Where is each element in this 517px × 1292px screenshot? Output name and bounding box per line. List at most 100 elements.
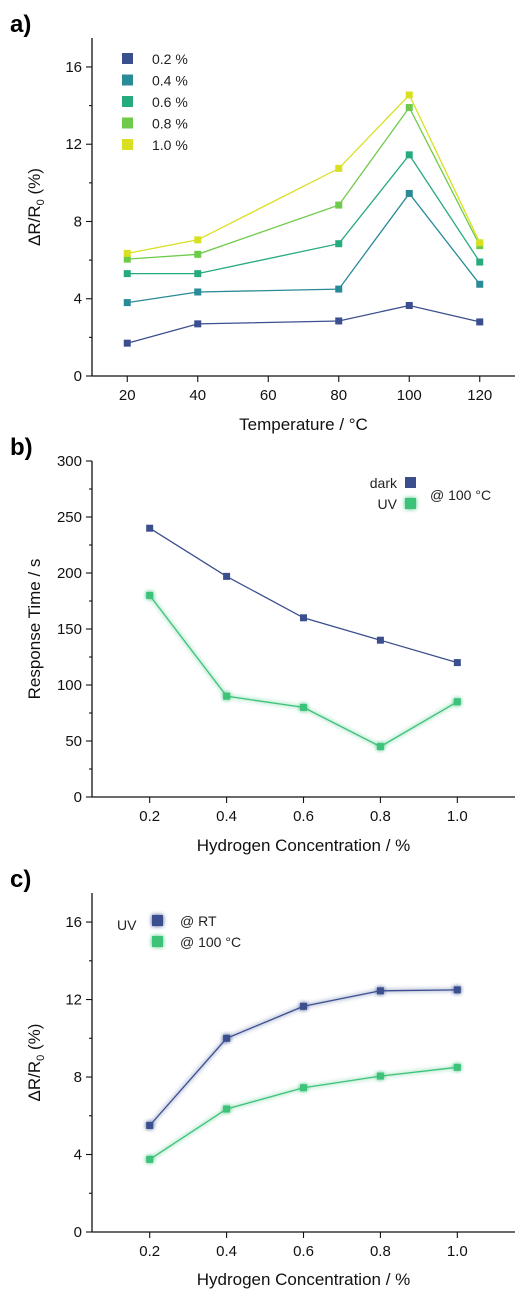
y-tick-label: 12: [65, 136, 82, 153]
data-point: [123, 339, 131, 347]
y-tick-label: 50: [65, 733, 82, 750]
y-axis-label: ΔR/R0 (%): [25, 168, 47, 246]
data-point: [405, 302, 413, 310]
y-tick-label: 8: [74, 1069, 82, 1086]
legend-label: @ RT: [180, 913, 217, 929]
data-point: [476, 258, 484, 266]
y-tick-label: 4: [74, 291, 82, 308]
legend-swatch: [122, 139, 133, 150]
data-point: [376, 1072, 384, 1080]
y-axis-label-main: ΔR/R: [25, 205, 44, 246]
x-tick-label: 1.0: [447, 808, 468, 825]
y-tick-label: 250: [57, 509, 82, 526]
y-tick-label: 100: [57, 677, 82, 694]
series-line-1: [149, 989, 458, 1126]
legend-swatch: [122, 74, 133, 86]
series-line-1: [127, 304, 480, 344]
data-point: [376, 743, 384, 751]
legend-label: 0.6 %: [152, 94, 188, 110]
data-point: [453, 698, 461, 706]
data-point: [453, 1063, 461, 1071]
x-tick-label: 0.2: [139, 808, 160, 825]
legend-label: 1.0 %: [152, 137, 188, 153]
data-point: [194, 236, 202, 244]
data-point: [476, 280, 484, 288]
data-point: [123, 270, 131, 278]
x-tick-label: 0.4: [216, 808, 237, 825]
y-axis-label-subscript: 0: [35, 199, 47, 205]
data-point: [335, 201, 343, 209]
data-point: [405, 104, 413, 112]
data-point: [300, 1084, 307, 1092]
x-tick-label: 0.6: [293, 1243, 314, 1260]
y-axis-label: ΔR/R0 (%): [25, 1024, 47, 1102]
x-axis-label: Hydrogen Concentration / %: [197, 836, 411, 855]
y-axis-label: Response Time / s: [25, 559, 44, 700]
data-point: [405, 151, 413, 159]
legend-note: @ 100 °C: [430, 487, 491, 503]
legend-swatch: [122, 53, 133, 64]
legend-title: UV: [117, 917, 137, 933]
data-point: [146, 1155, 154, 1163]
data-point: [146, 1121, 154, 1129]
x-tick-label: 0.8: [370, 1243, 391, 1260]
y-tick-label: 8: [74, 213, 82, 230]
legend-swatch: [405, 498, 416, 509]
legend-label: 0.8 %: [152, 116, 188, 132]
data-point: [300, 1002, 307, 1010]
x-tick-label: 0.6: [293, 808, 314, 825]
data-point: [335, 164, 343, 172]
legend-swatch: [122, 117, 133, 129]
legend-swatch: [152, 915, 163, 926]
data-point: [146, 524, 154, 532]
legend-label: 0.2 %: [152, 51, 188, 67]
x-tick-label: 0.8: [370, 808, 391, 825]
data-point: [123, 299, 131, 307]
data-point: [123, 249, 131, 257]
y-tick-label: 4: [74, 1147, 82, 1164]
panel-label: a): [10, 11, 31, 38]
y-axis-label-main: Response Time / s: [25, 559, 44, 700]
y-axis-label-suffix: (%): [25, 168, 44, 199]
legend-label: @ 100 °C: [180, 934, 241, 950]
data-point: [223, 1034, 231, 1042]
series-line-2: [127, 192, 481, 304]
data-point: [335, 317, 343, 325]
y-tick-label: 0: [74, 789, 82, 806]
x-tick-label: 120: [467, 387, 492, 404]
data-point: [223, 692, 231, 700]
x-axis-label: Hydrogen Concentration / %: [197, 1270, 411, 1289]
x-tick-label: 0.2: [139, 1243, 160, 1260]
x-tick-label: 60: [260, 387, 277, 404]
x-tick-label: 40: [189, 387, 206, 404]
y-tick-label: 12: [65, 992, 82, 1009]
data-point: [376, 987, 384, 995]
data-point: [300, 703, 307, 711]
data-point: [194, 288, 202, 296]
data-point: [223, 572, 231, 580]
panel-b-chart: b) 0 50 100 150 200 250 300 0.2 0.4 0.6 0.8 1.0 Hydro…: [10, 434, 515, 855]
y-tick-label: 0: [74, 368, 82, 385]
panel-label: b): [10, 434, 33, 461]
data-point: [146, 591, 154, 599]
panel-label: c): [10, 866, 31, 893]
data-point: [300, 614, 307, 622]
legend-swatch: [152, 936, 163, 947]
y-axis-label-main: ΔR/R: [25, 1061, 44, 1102]
data-point: [194, 270, 202, 278]
legend-label: dark: [370, 475, 398, 491]
data-point: [453, 986, 461, 994]
y-tick-label: 16: [65, 59, 82, 76]
legend-swatch: [405, 477, 416, 488]
x-tick-label: 1.0: [447, 1243, 468, 1260]
data-point: [123, 255, 131, 263]
data-point: [376, 636, 384, 644]
x-tick-label: 100: [397, 387, 422, 404]
x-tick-label: 80: [330, 387, 347, 404]
series-line-1: [149, 527, 458, 664]
y-axis-label-suffix: (%): [25, 1024, 44, 1055]
y-tick-label: 300: [57, 453, 82, 470]
y-axis-label-subscript: 0: [35, 1055, 47, 1061]
data-point: [194, 320, 202, 328]
